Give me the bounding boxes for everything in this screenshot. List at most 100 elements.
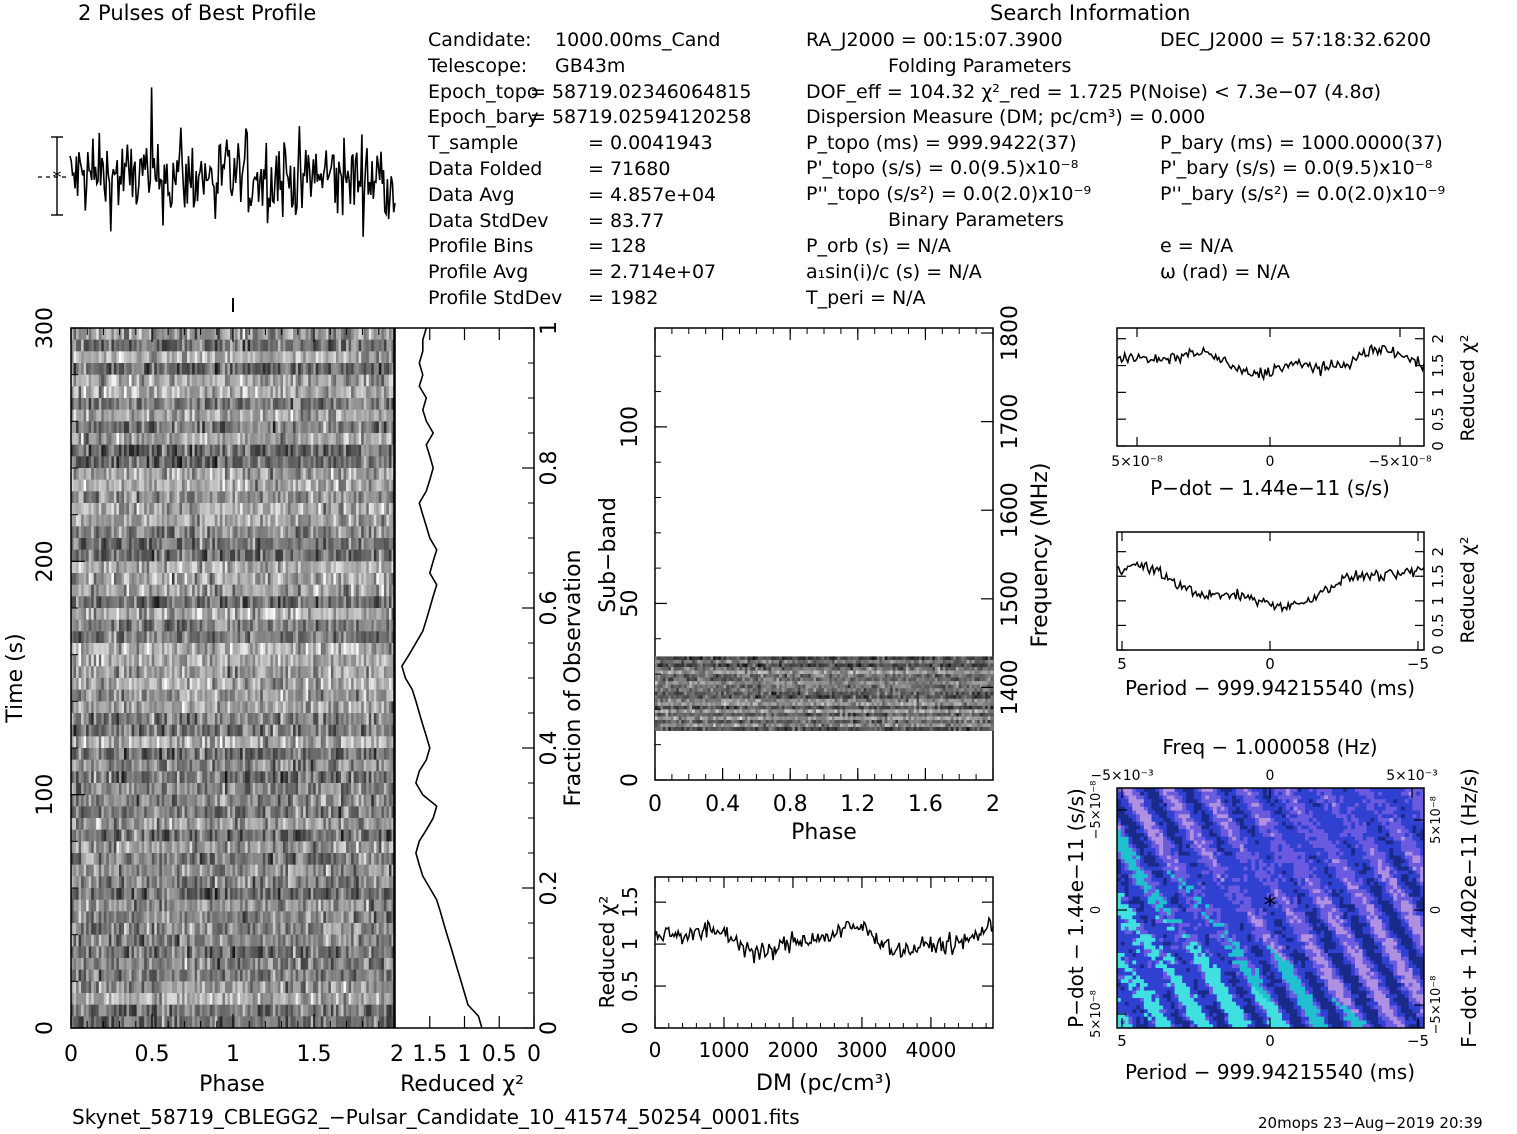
time-phase-cell <box>109 491 112 503</box>
time-phase-cell <box>321 515 324 527</box>
time-phase-cell <box>116 736 119 748</box>
time-phase-cell <box>172 701 175 713</box>
time-phase-cell <box>114 643 117 655</box>
time-phase-cell <box>111 561 114 573</box>
time-phase-cell <box>280 526 283 538</box>
time-phase-cell <box>162 328 165 340</box>
time-phase-heatmap <box>71 328 394 1028</box>
time-phase-cell <box>338 351 341 363</box>
time-phase-cell <box>243 375 246 387</box>
time-phase-cell <box>316 445 319 457</box>
time-phase-cell <box>341 468 344 480</box>
time-phase-cell <box>321 491 324 503</box>
time-phase-cell <box>280 410 283 422</box>
time-phase-cell <box>197 515 200 527</box>
time-phase-cell <box>240 340 243 352</box>
time-phase-cell <box>291 725 294 737</box>
time-phase-cell <box>361 666 364 678</box>
time-phase-cell <box>316 666 319 678</box>
time-phase-cell <box>313 561 316 573</box>
time-phase-cell <box>331 468 334 480</box>
time-phase-cell <box>336 363 339 375</box>
time-phase-cell <box>121 690 124 702</box>
time-phase-cell <box>255 736 258 748</box>
time-phase-cell <box>349 631 352 643</box>
time-phase-cell <box>127 503 130 515</box>
time-phase-cell <box>298 433 301 445</box>
time-phase-cell <box>207 748 210 760</box>
time-phase-cell <box>354 328 357 340</box>
time-phase-cell <box>369 398 372 410</box>
time-phase-cell <box>195 456 198 468</box>
time-phase-cell <box>106 561 109 573</box>
time-phase-cell <box>374 678 377 690</box>
time-phase-cell <box>260 666 263 678</box>
time-phase-cell <box>366 386 369 398</box>
time-phase-cell <box>227 363 230 375</box>
time-phase-cell <box>371 690 374 702</box>
time-phase-cell <box>152 480 155 492</box>
time-phase-cell <box>104 421 107 433</box>
time-phase-cell <box>129 386 132 398</box>
time-phase-cell <box>303 620 306 632</box>
time-phase-cell <box>167 375 170 387</box>
time-phase-cell <box>283 561 286 573</box>
time-phase-cell <box>265 561 268 573</box>
time-phase-cell <box>316 736 319 748</box>
time-phase-cell <box>174 713 177 725</box>
time-phase-cell <box>174 503 177 515</box>
time-phase-cell <box>356 701 359 713</box>
time-phase-cell <box>222 725 225 737</box>
time-phase-cell <box>308 445 311 457</box>
time-phase-cell <box>154 480 157 492</box>
time-phase-cell <box>233 561 236 573</box>
time-phase-cell <box>275 585 278 597</box>
time-phase-cell <box>245 515 248 527</box>
time-phase-cell <box>127 771 130 783</box>
time-phase-cell <box>301 503 304 515</box>
time-phase-cell <box>111 608 114 620</box>
time-phase-cell <box>94 480 97 492</box>
time-phase-cell <box>311 678 314 690</box>
time-phase-cell <box>296 456 299 468</box>
time-phase-cell <box>354 690 357 702</box>
time-phase-cell <box>323 328 326 340</box>
time-phase-cell <box>225 585 228 597</box>
time-phase-cell <box>94 491 97 503</box>
time-phase-cell <box>137 631 140 643</box>
time-phase-cell <box>361 678 364 690</box>
time-phase-cell <box>86 421 89 433</box>
time-phase-cell <box>381 340 384 352</box>
time-phase-cell <box>76 351 79 363</box>
time-phase-cell <box>321 550 324 562</box>
time-phase-cell <box>291 550 294 562</box>
time-phase-cell <box>316 398 319 410</box>
time-phase-cell <box>291 666 294 678</box>
time-phase-cell <box>240 736 243 748</box>
time-phase-cell <box>336 713 339 725</box>
time-phase-cell <box>139 386 142 398</box>
time-phase-cell <box>341 620 344 632</box>
time-phase-cell <box>364 328 367 340</box>
time-phase-cell <box>356 725 359 737</box>
time-phase-cell <box>187 725 190 737</box>
time-phase-cell <box>379 340 382 352</box>
time-phase-cell <box>359 573 362 585</box>
time-phase-cell <box>106 386 109 398</box>
time-phase-cell <box>270 503 273 515</box>
time-phase-cell <box>308 515 311 527</box>
time-phase-cell <box>167 643 170 655</box>
time-phase-cell <box>205 503 208 515</box>
time-phase-cell <box>379 351 382 363</box>
time-phase-cell <box>187 736 190 748</box>
time-phase-cell <box>104 398 107 410</box>
time-phase-cell <box>169 631 172 643</box>
time-phase-cell <box>376 666 379 678</box>
time-phase-cell <box>351 643 354 655</box>
time-phase-cell <box>303 468 306 480</box>
time-phase-cell <box>326 666 329 678</box>
time-phase-cell <box>207 363 210 375</box>
time-phase-cell <box>174 736 177 748</box>
time-phase-cell <box>114 701 117 713</box>
time-phase-cell <box>270 690 273 702</box>
